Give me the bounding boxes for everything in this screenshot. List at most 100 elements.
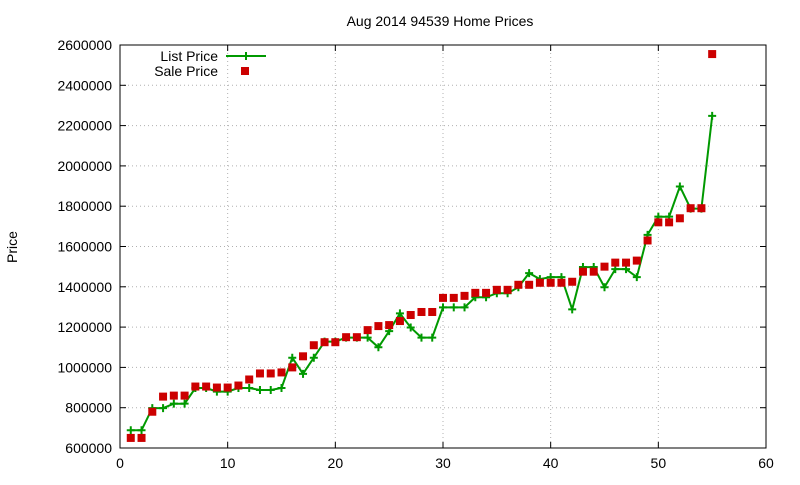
sale-price-point (492, 285, 501, 294)
sale-price-point (309, 341, 318, 350)
list-price-point (299, 369, 308, 378)
list-price-point (439, 303, 447, 312)
x-tick-label: 60 (758, 455, 774, 471)
sale-price-series (126, 50, 717, 442)
sale-price-point (525, 280, 534, 289)
y-tick-label: 2400000 (57, 77, 112, 93)
y-tick-label: 2200000 (57, 118, 112, 134)
list-price-point (137, 426, 146, 435)
sale-price-point (363, 326, 372, 335)
sale-price-point (385, 321, 394, 330)
y-tick-label: 1400000 (57, 279, 112, 295)
sale-price-point (578, 267, 587, 276)
x-tick-label: 40 (543, 455, 559, 471)
list-price-line (130, 115, 714, 432)
sale-price-point (374, 322, 383, 331)
list-price-point (159, 404, 168, 413)
sale-price-point (643, 236, 652, 245)
sale-price-point (417, 307, 426, 316)
y-tick-label: 1000000 (57, 359, 112, 375)
sale-price-point (299, 352, 308, 361)
sale-price-point (460, 291, 469, 300)
sale-price-point (202, 382, 211, 391)
list-price-point (708, 111, 717, 120)
list-price-point (374, 343, 383, 352)
legend-marker-sale-price (241, 67, 249, 75)
y-tick-label: 2600000 (57, 37, 112, 53)
sale-price-point (439, 293, 447, 302)
sale-price-point (266, 369, 275, 378)
list-price-point (632, 273, 641, 282)
list-price-point (428, 333, 437, 342)
sale-price-point (191, 382, 200, 391)
sale-price-point (277, 368, 286, 377)
list-price-point (460, 303, 469, 312)
sale-price-point (622, 258, 631, 267)
list-price-point (288, 353, 297, 362)
list-price-point (417, 333, 426, 342)
sale-price-point (686, 204, 695, 213)
sale-price-point (428, 307, 437, 316)
list-price-point (255, 385, 264, 394)
y-tick-label: 1800000 (57, 198, 112, 214)
legend-marker-list-price (242, 52, 250, 60)
sale-price-point (514, 280, 523, 289)
list-price-point (266, 385, 275, 394)
sale-price-point (320, 338, 329, 347)
sale-price-point (589, 267, 598, 276)
sale-price-point (234, 381, 243, 390)
sale-price-point (503, 285, 512, 294)
list-price-point (309, 353, 318, 362)
chart-title: Aug 2014 94539 Home Prices (347, 13, 534, 29)
sale-price-point (137, 433, 146, 442)
sale-price-point (223, 383, 232, 392)
sale-price-point (212, 383, 221, 392)
y-tick-label: 2000000 (57, 158, 112, 174)
sale-price-point (169, 391, 178, 400)
sale-price-point (159, 392, 168, 401)
sale-price-point (665, 218, 674, 227)
sale-price-point (675, 214, 684, 223)
list-price-point (449, 303, 458, 312)
sale-price-point (126, 433, 135, 442)
list-price-point (169, 399, 178, 408)
legend-label-list-price: List Price (160, 48, 218, 64)
sale-price-point (471, 288, 480, 297)
sale-price-point (148, 407, 157, 416)
list-price-point (675, 182, 684, 191)
axis-ticks: 600000 800000 1000000 1200000 1400000 1600000… (57, 37, 774, 471)
sale-price-point (546, 278, 555, 287)
sale-price-point (342, 333, 351, 342)
sale-price-point (255, 369, 264, 378)
list-price-point (277, 383, 286, 392)
sale-price-point (557, 278, 566, 287)
y-tick-label: 1200000 (57, 319, 112, 335)
sale-price-point (406, 311, 415, 320)
list-price-point (126, 426, 135, 435)
list-price-point (180, 399, 189, 408)
y-tick-label: 1600000 (57, 239, 112, 255)
y-tick-label: 600000 (65, 440, 112, 456)
list-price-point (525, 269, 534, 278)
x-tick-label: 30 (435, 455, 451, 471)
sale-price-point (331, 338, 340, 347)
sale-price-point (708, 50, 717, 59)
legend-label-sale-price: Sale Price (154, 63, 218, 79)
list-price-point (363, 333, 372, 342)
list-price-point (568, 305, 577, 314)
list-price-point (395, 309, 404, 318)
sale-price-point (395, 317, 404, 326)
y-axis-label: Price (4, 231, 20, 263)
list-price-point (406, 323, 415, 332)
sale-price-point (449, 293, 458, 302)
sale-price-point (568, 277, 577, 286)
x-tick-label: 20 (328, 455, 344, 471)
list-price-point (600, 283, 609, 292)
sale-price-point (245, 375, 254, 384)
sale-price-point (600, 262, 609, 271)
x-tick-label: 50 (651, 455, 667, 471)
sale-price-point (352, 333, 361, 342)
sale-price-point (697, 204, 706, 213)
list-price-point (245, 383, 254, 392)
sale-price-point (654, 218, 663, 227)
